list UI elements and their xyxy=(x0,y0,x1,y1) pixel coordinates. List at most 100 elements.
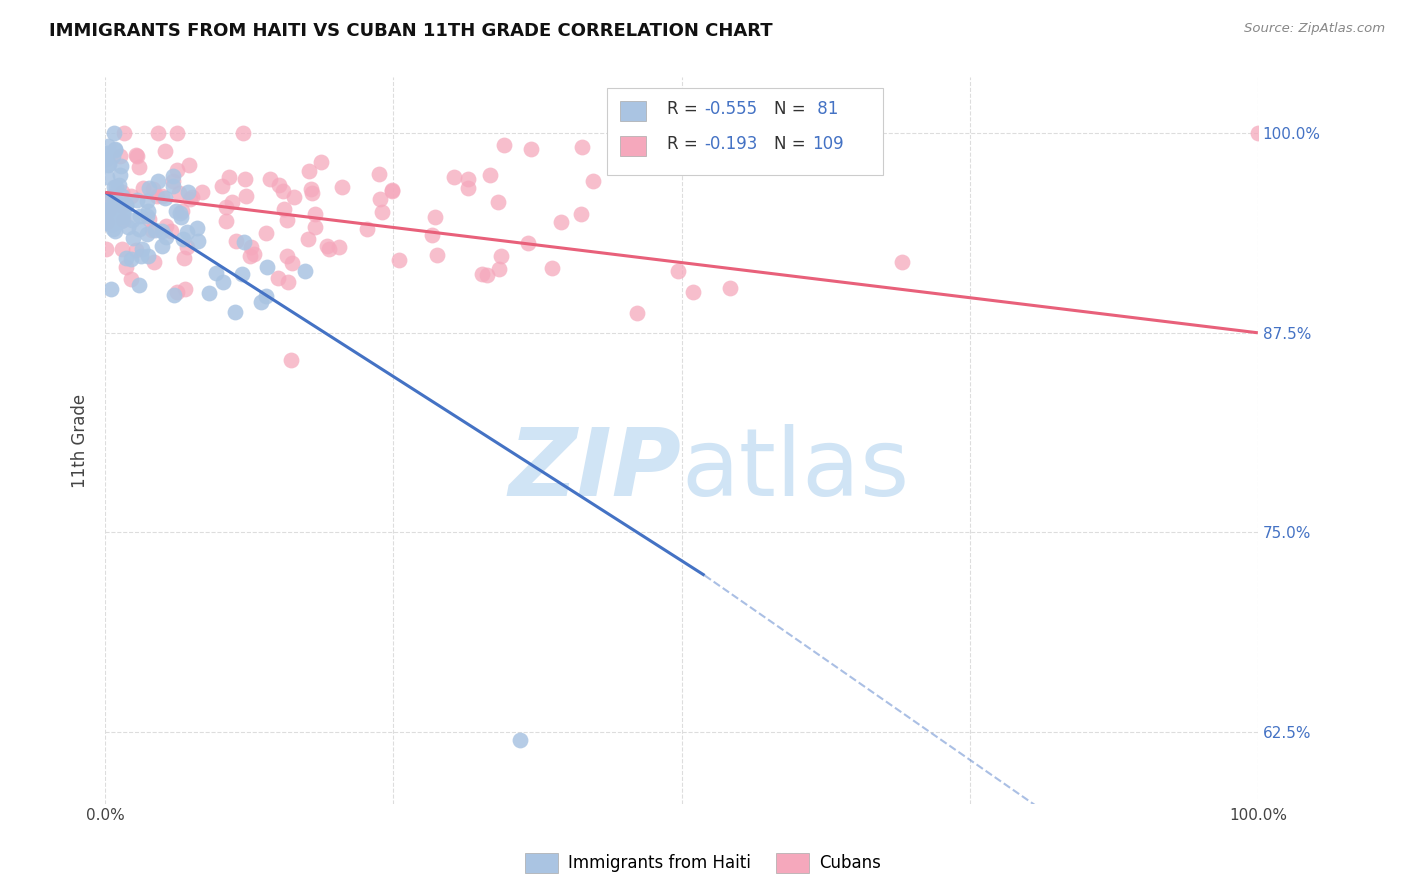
Point xyxy=(315,239,337,253)
Text: -0.555: -0.555 xyxy=(704,100,758,118)
Point xyxy=(141,222,163,236)
Point xyxy=(179,192,201,206)
Point xyxy=(328,240,350,254)
Point xyxy=(277,276,299,290)
Point xyxy=(166,285,188,299)
Point xyxy=(233,235,256,249)
Point xyxy=(214,214,236,228)
Point xyxy=(231,267,253,281)
Point xyxy=(103,126,125,140)
Point xyxy=(104,199,127,213)
Point xyxy=(155,191,177,205)
Point xyxy=(96,215,118,229)
Point xyxy=(471,267,494,281)
Point xyxy=(128,210,150,224)
Point xyxy=(232,126,254,140)
Point xyxy=(138,181,160,195)
Point xyxy=(224,305,246,319)
Point xyxy=(298,164,321,178)
Point xyxy=(423,210,446,224)
Point xyxy=(103,179,125,194)
Point xyxy=(187,234,209,248)
Point xyxy=(150,238,173,252)
Point xyxy=(150,189,173,203)
Point xyxy=(120,189,142,203)
Point xyxy=(276,213,298,227)
Point xyxy=(163,288,186,302)
Point xyxy=(191,185,214,199)
Point xyxy=(142,181,165,195)
Point xyxy=(98,211,121,226)
Text: ZIP: ZIP xyxy=(509,424,682,516)
Point xyxy=(125,243,148,257)
Point xyxy=(97,139,120,153)
Point xyxy=(108,210,131,224)
Point xyxy=(492,138,515,153)
Point xyxy=(235,188,257,202)
Point xyxy=(172,204,194,219)
Point xyxy=(110,159,132,173)
Point xyxy=(211,276,233,290)
Point xyxy=(128,221,150,235)
Point xyxy=(128,160,150,174)
Point xyxy=(155,230,177,244)
Point xyxy=(176,186,198,200)
Point xyxy=(276,249,298,263)
Point xyxy=(136,209,159,223)
Point xyxy=(443,169,465,184)
Point xyxy=(115,252,138,266)
Point xyxy=(516,235,538,250)
Point xyxy=(136,249,159,263)
Point xyxy=(180,190,202,204)
Point xyxy=(550,214,572,228)
Point xyxy=(111,205,134,219)
Point xyxy=(114,198,136,212)
Point xyxy=(218,169,240,184)
Point xyxy=(96,152,118,166)
Point xyxy=(666,264,689,278)
Text: -0.193: -0.193 xyxy=(704,135,758,153)
Point xyxy=(96,169,118,184)
Point xyxy=(101,189,124,203)
Point xyxy=(173,251,195,265)
Point xyxy=(112,206,135,220)
Point xyxy=(309,155,332,169)
Point xyxy=(541,260,564,275)
Point xyxy=(205,266,228,280)
Point xyxy=(101,217,124,231)
Text: R =: R = xyxy=(666,100,703,118)
Point xyxy=(138,212,160,227)
Point xyxy=(356,222,378,236)
Point xyxy=(148,126,170,140)
Text: R =: R = xyxy=(666,135,703,153)
Point xyxy=(186,221,208,235)
Point xyxy=(166,163,188,178)
Text: N =: N = xyxy=(773,135,811,153)
Point xyxy=(457,172,479,186)
Point xyxy=(111,186,134,200)
Point xyxy=(108,178,131,193)
Point xyxy=(162,169,184,183)
Point xyxy=(256,260,278,275)
Point xyxy=(176,225,198,239)
Point xyxy=(117,219,139,234)
Point xyxy=(280,256,302,270)
Point xyxy=(110,168,132,182)
Point xyxy=(131,242,153,256)
Point xyxy=(221,195,243,210)
Point xyxy=(211,179,233,194)
Point xyxy=(111,199,134,213)
Bar xyxy=(620,101,647,120)
Point xyxy=(132,181,155,195)
Point xyxy=(111,210,134,224)
Point xyxy=(266,270,288,285)
Point xyxy=(101,149,124,163)
Y-axis label: 11th Grade: 11th Grade xyxy=(72,393,89,488)
Point xyxy=(283,190,305,204)
Point xyxy=(169,186,191,200)
Point xyxy=(239,249,262,263)
Point xyxy=(381,183,404,197)
Point xyxy=(682,285,704,299)
Point xyxy=(172,232,194,246)
Point xyxy=(571,140,593,154)
